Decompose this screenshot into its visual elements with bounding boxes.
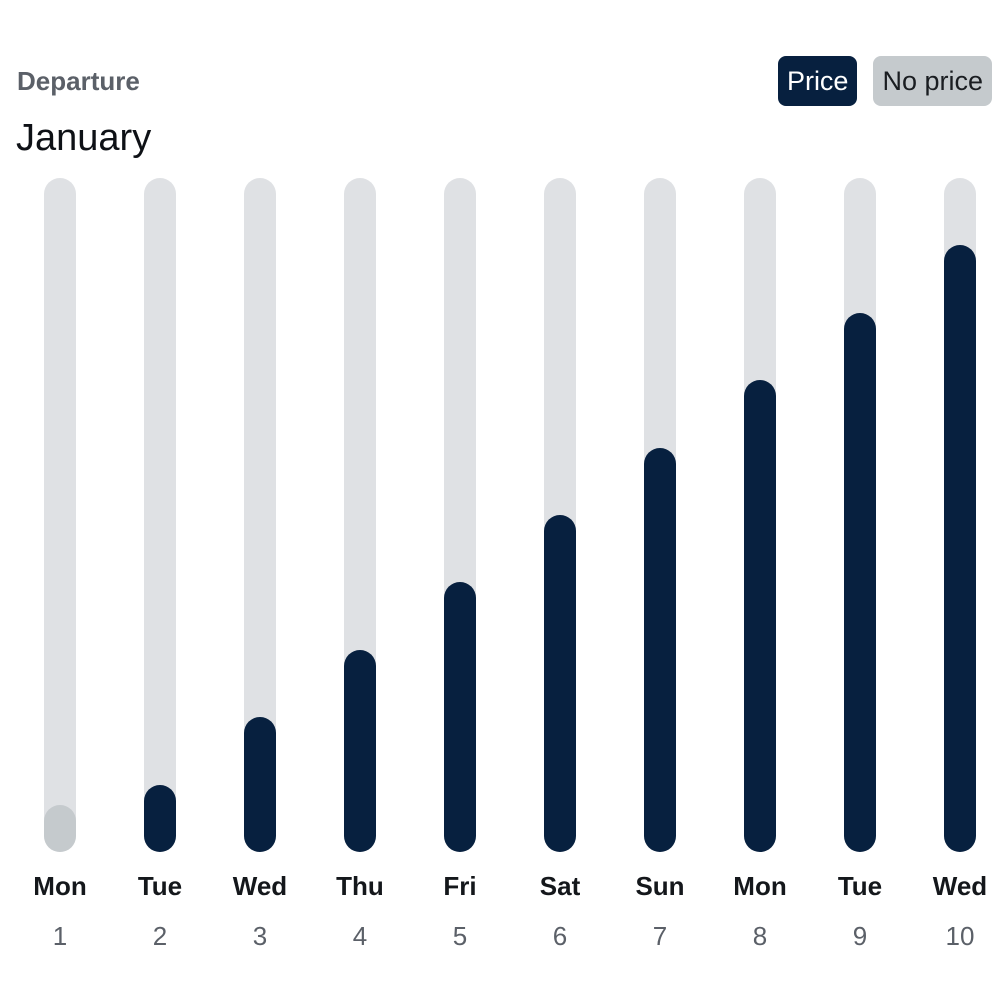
bar-track[interactable]	[144, 178, 176, 852]
price-legend-chip[interactable]: Price	[777, 56, 858, 106]
day-number-label: 8	[752, 921, 768, 951]
day-column[interactable]: Tue 2	[110, 178, 210, 958]
day-number-label: 9	[852, 921, 868, 951]
bar-track[interactable]	[744, 178, 776, 852]
day-column[interactable]: Fri 5	[410, 178, 510, 958]
bar-track[interactable]	[44, 178, 76, 852]
weekday-label: Tue	[137, 871, 183, 901]
day-column[interactable]: Wed 10	[910, 178, 1000, 958]
weekday-label: Wed	[932, 871, 988, 901]
day-number-label: 5	[452, 921, 468, 951]
day-number-label: 3	[252, 921, 268, 951]
price-bar	[444, 582, 476, 852]
bar-track[interactable]	[944, 178, 976, 852]
weekday-label: Sat	[539, 871, 581, 901]
day-column[interactable]: Sun 7	[610, 178, 710, 958]
price-bar	[244, 717, 276, 852]
day-number-label: 10	[945, 921, 975, 951]
weekday-label: Fri	[443, 871, 477, 901]
departure-label: Departure	[17, 66, 140, 96]
no-price-legend-chip[interactable]: No price	[873, 56, 992, 106]
price-bar	[544, 515, 576, 852]
day-column[interactable]: Mon 1	[10, 178, 110, 958]
price-bar	[944, 245, 976, 852]
bar-track[interactable]	[544, 178, 576, 852]
weekday-label: Mon	[33, 871, 87, 901]
day-column[interactable]: Thu 4	[310, 178, 410, 958]
day-number-label: 4	[352, 921, 368, 951]
price-bar	[844, 313, 876, 852]
day-column[interactable]: Wed 3	[210, 178, 310, 958]
weekday-label: Wed	[232, 871, 288, 901]
bar-track[interactable]	[644, 178, 676, 852]
price-bar	[344, 650, 376, 852]
day-column[interactable]: Tue 9	[810, 178, 910, 958]
weekday-label: Thu	[336, 871, 384, 901]
bar-track[interactable]	[344, 178, 376, 852]
day-number-label: 1	[52, 921, 68, 951]
weekday-label: Tue	[837, 871, 883, 901]
bar-track[interactable]	[844, 178, 876, 852]
day-number-label: 2	[152, 921, 168, 951]
day-column[interactable]: Sat 6	[510, 178, 610, 958]
month-title: January	[16, 117, 152, 159]
bar-track[interactable]	[244, 178, 276, 852]
price-bar	[644, 448, 676, 852]
day-column[interactable]: Mon 8	[710, 178, 810, 958]
price-legend: Price No price	[777, 56, 992, 106]
weekday-label: Sun	[635, 871, 685, 901]
bar-track[interactable]	[444, 178, 476, 852]
price-bar	[144, 785, 176, 852]
no-price-bar	[44, 805, 76, 852]
price-bar	[744, 380, 776, 852]
weekday-label: Mon	[733, 871, 787, 901]
day-number-label: 6	[552, 921, 568, 951]
day-number-label: 7	[652, 921, 668, 951]
